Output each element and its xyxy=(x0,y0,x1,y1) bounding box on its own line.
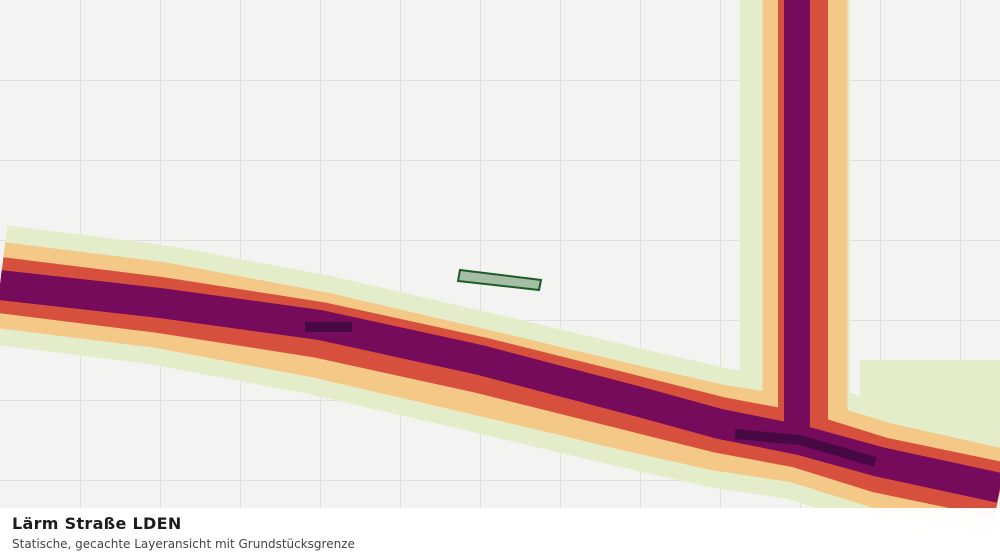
legend-footer: Lärm Straße LDEN Statische, gecachte Lay… xyxy=(0,508,1000,560)
layer-subtitle: Statische, gecachte Layeransicht mit Gru… xyxy=(12,537,355,551)
parcel-boundary[interactable] xyxy=(456,268,543,292)
layer-title: Lärm Straße LDEN xyxy=(12,514,182,533)
